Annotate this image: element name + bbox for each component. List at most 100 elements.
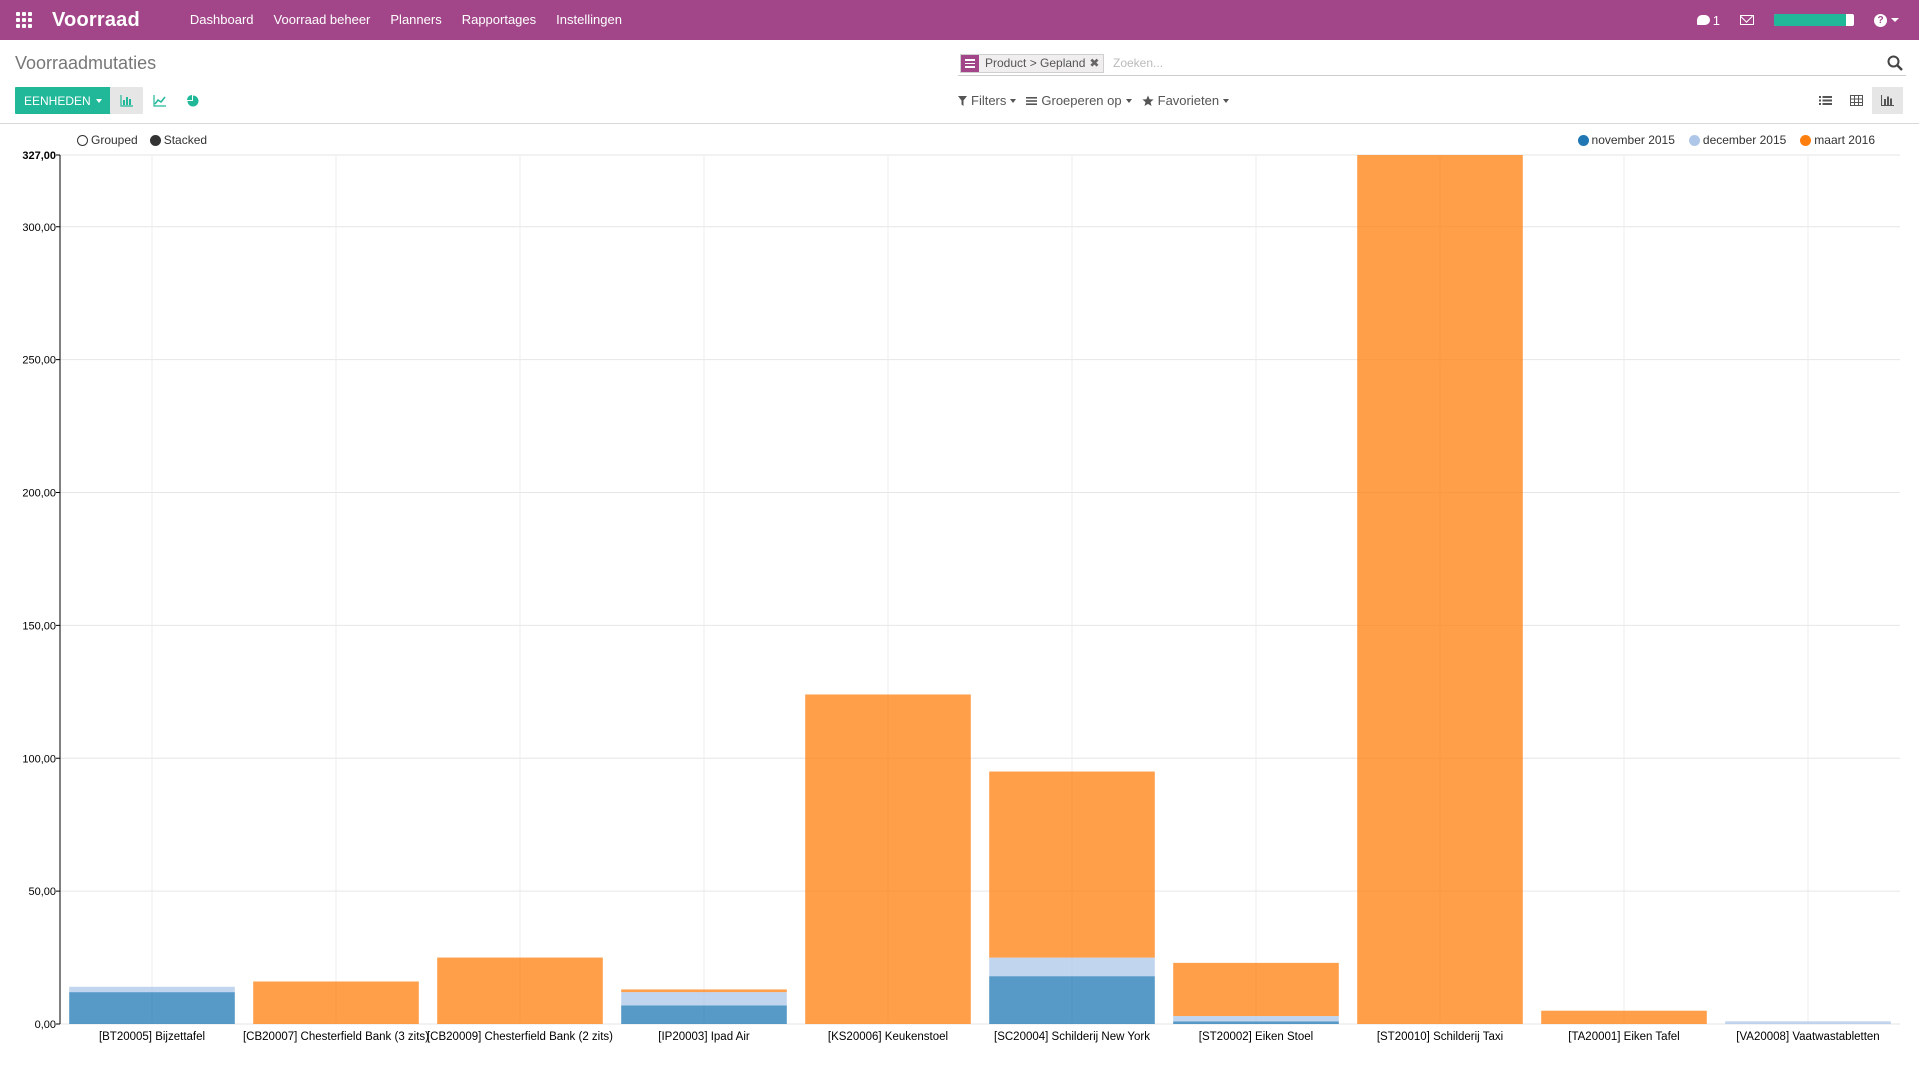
- stacked-radio-icon: [149, 134, 161, 146]
- page-title: Voorraadmutaties: [15, 53, 157, 73]
- menu-item-planners[interactable]: Planners: [390, 12, 442, 27]
- grouped-label: Grouped: [91, 133, 138, 147]
- y-tick-label: 0,00: [35, 1019, 56, 1031]
- legend-label: maart 2016: [1814, 133, 1875, 147]
- bar-segment: [69, 992, 235, 1024]
- menu-item-dashboard[interactable]: Dashboard: [189, 12, 254, 27]
- legend-item-november-2015[interactable]: november 2015: [1577, 133, 1675, 147]
- group-by-dropdown[interactable]: Groeperen op: [1026, 93, 1132, 108]
- favorites-label: Favorieten: [1157, 93, 1220, 108]
- remove-facet-icon[interactable]: ✖: [1089, 56, 1100, 70]
- search-icon[interactable]: [1886, 54, 1904, 72]
- y-tick-label: 100,00: [22, 753, 56, 765]
- x-tick-label: [VA20008] Vaatwastabletten: [1736, 1031, 1879, 1043]
- search-facet: Product > Gepland ✖: [960, 54, 1105, 73]
- stacked-toggle[interactable]: Stacked: [149, 133, 207, 147]
- x-tick-label: [CB20009] Chesterfield Bank (2 zits): [427, 1031, 613, 1043]
- bar-segment: [1541, 1010, 1707, 1024]
- line-chart-icon: [152, 94, 166, 107]
- app-brand[interactable]: Voorraad: [52, 8, 140, 31]
- group-by-label: Groeperen op: [1041, 93, 1122, 108]
- legend-label: november 2015: [1591, 133, 1675, 147]
- y-tick-label: 150,00: [22, 620, 56, 632]
- view-switcher: [1810, 87, 1903, 114]
- user-progress-bar[interactable]: [1774, 14, 1854, 26]
- bar-segment: [1173, 962, 1339, 1017]
- bar-segment: [1725, 1021, 1891, 1024]
- legend-item-maart-2016[interactable]: maart 2016: [1800, 133, 1875, 147]
- x-tick-label: [IP20003] Ipad Air: [658, 1031, 750, 1043]
- bar-chart: 0,00 50,00 100,00 150,00 200,00 250,00 300,00 3…: [22, 150, 1900, 1043]
- line-chart-mode-button[interactable]: [143, 87, 176, 114]
- bar-segment: [621, 989, 787, 993]
- main-menu: Dashboard Voorraad beheer Planners Rappo…: [180, 0, 632, 40]
- question-circle-icon: ?: [1874, 13, 1887, 27]
- grouped-toggle[interactable]: Grouped: [77, 133, 138, 147]
- group-by-icon: [961, 55, 979, 72]
- x-tick-label: [BT20005] Bijzettafel: [99, 1031, 205, 1043]
- menu-item-instellingen[interactable]: Instellingen: [556, 12, 622, 27]
- caret-down-icon: [1010, 98, 1017, 103]
- chart-mode-controls: Grouped Stacked: [77, 133, 207, 147]
- control-panel: Voorraadmutaties EENHEDEN Product > Gepl…: [0, 40, 1919, 124]
- table-icon: [1850, 95, 1863, 106]
- y-tick-label: 200,00: [22, 488, 56, 500]
- pie-chart-mode-button[interactable]: [176, 87, 209, 114]
- y-tick-label: 250,00: [22, 355, 56, 367]
- caret-down-icon: [95, 98, 102, 103]
- x-tick-label: [ST20010] Schilderij Taxi: [1377, 1031, 1503, 1043]
- star-icon: [1142, 95, 1154, 106]
- bar-segment: [621, 1005, 787, 1024]
- bar-chart-icon: [1881, 95, 1894, 106]
- pie-chart-icon: [186, 94, 198, 106]
- bar-segment: [437, 957, 603, 1024]
- bar-segment: [621, 992, 787, 1006]
- y-tick-label: 300,00: [22, 222, 56, 234]
- chart-legend: november 2015 december 2015 maart 2016: [1577, 133, 1875, 147]
- legend-item-december-2015[interactable]: december 2015: [1688, 133, 1787, 147]
- legend-label: december 2015: [1702, 133, 1787, 147]
- envelope-icon[interactable]: [1740, 15, 1754, 25]
- menu-item-rapportages[interactable]: Rapportages: [461, 12, 537, 27]
- caret-down-icon: [1223, 98, 1230, 103]
- bar-segment: [989, 771, 1155, 958]
- favorites-dropdown[interactable]: Favorieten: [1142, 93, 1230, 108]
- graph-view-button[interactable]: [1872, 87, 1903, 114]
- bar-segment: [805, 694, 971, 1024]
- x-tick-label: [SC20004] Schilderij New York: [994, 1031, 1150, 1043]
- grouped-radio-icon: [77, 134, 88, 146]
- graph-view: Grouped Stacked november 2015 december 2…: [0, 125, 1919, 1075]
- bar-segment: [1173, 1016, 1339, 1022]
- bars-icon: [1026, 96, 1038, 105]
- filters-dropdown[interactable]: Filters: [958, 93, 1017, 108]
- legend-swatch: [1800, 134, 1812, 146]
- search-bar: Product > Gepland ✖: [958, 51, 1906, 76]
- search-input[interactable]: [1113, 53, 1813, 73]
- list-view-button[interactable]: [1810, 87, 1841, 114]
- caret-down-icon: [1891, 18, 1899, 22]
- menu-item-voorraad-beheer[interactable]: Voorraad beheer: [273, 12, 371, 27]
- list-icon: [1819, 96, 1832, 105]
- apps-menu-icon[interactable]: [0, 0, 48, 40]
- filter-icon: [958, 95, 967, 106]
- progress-fill: [1774, 14, 1846, 26]
- x-tick-label: [TA20001] Eiken Tafel: [1568, 1031, 1679, 1043]
- bar-segment: [1357, 155, 1523, 1024]
- measure-dropdown-button[interactable]: EENHEDEN: [15, 87, 111, 114]
- bar-chart-icon: [119, 94, 133, 107]
- pivot-view-button[interactable]: [1841, 87, 1872, 114]
- measure-button-label: EENHEDEN: [24, 93, 91, 108]
- top-navbar: Voorraad Dashboard Voorraad beheer Plann…: [0, 0, 1919, 40]
- help-menu-button[interactable]: ?: [1874, 13, 1899, 27]
- bar-segment: [989, 957, 1155, 977]
- messages-button[interactable]: 1: [1696, 13, 1720, 28]
- y-tick-label: 50,00: [28, 886, 56, 898]
- search-options: Filters Groeperen op Favorieten: [958, 93, 1230, 108]
- legend-swatch: [1577, 134, 1589, 146]
- x-tick-label: [KS20006] Keukenstoel: [828, 1031, 948, 1043]
- x-tick-label: [ST20002] Eiken Stoel: [1199, 1031, 1313, 1043]
- x-tick-label: [CB20007] Chesterfield Bank (3 zits): [243, 1031, 429, 1043]
- bar-chart-mode-button[interactable]: [110, 87, 143, 114]
- bar-segment: [69, 986, 235, 993]
- navbar-systray: 1 ?: [1696, 0, 1899, 40]
